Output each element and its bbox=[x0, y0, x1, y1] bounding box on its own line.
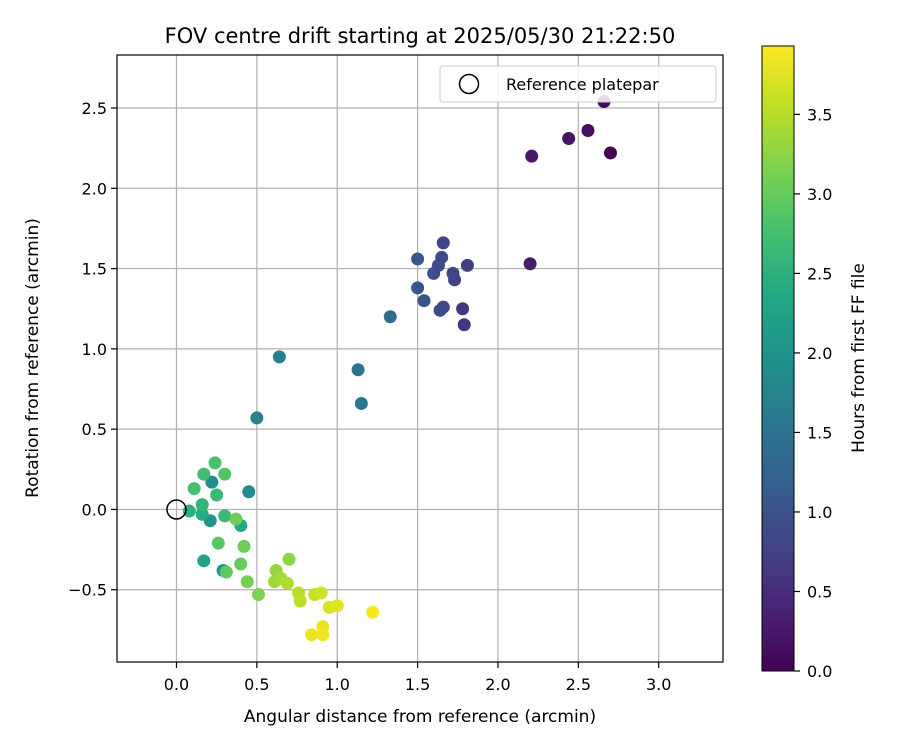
scatter-point bbox=[218, 509, 232, 523]
scatter-point bbox=[240, 575, 254, 589]
grid-lines bbox=[117, 55, 723, 662]
scatter-point bbox=[229, 512, 243, 526]
scatter-point bbox=[351, 363, 365, 377]
y-tick-label: 2.5 bbox=[82, 99, 107, 118]
scatter-point bbox=[433, 303, 447, 317]
scatter-point bbox=[562, 132, 576, 146]
scatter-point bbox=[205, 475, 219, 489]
scatter-point bbox=[304, 628, 318, 642]
scatter-point bbox=[457, 318, 471, 332]
colorbar-tick-label: 1.5 bbox=[807, 423, 832, 442]
colorbar-tick-label: 3.5 bbox=[807, 105, 832, 124]
scatter-point bbox=[251, 588, 265, 602]
x-tick-label: 2.5 bbox=[566, 675, 591, 694]
scatter-point bbox=[218, 467, 232, 481]
scatter-point bbox=[523, 257, 537, 271]
y-tick-label: 1.0 bbox=[82, 340, 107, 359]
scatter-point bbox=[195, 498, 209, 512]
data-points bbox=[182, 95, 617, 642]
scatter-point bbox=[293, 594, 307, 608]
colorbar-tick-label: 1.0 bbox=[807, 503, 832, 522]
scatter-point bbox=[282, 552, 296, 566]
scatter-point bbox=[197, 467, 211, 481]
scatter-point bbox=[383, 310, 397, 324]
scatter-point bbox=[417, 294, 431, 308]
scatter-point bbox=[366, 605, 380, 619]
legend: Reference platepar bbox=[439, 65, 717, 103]
reference-marker-group bbox=[166, 499, 187, 520]
scatter-point bbox=[197, 554, 211, 568]
scatter-point bbox=[603, 146, 617, 160]
scatter-point bbox=[316, 628, 330, 642]
scatter-point bbox=[187, 482, 201, 496]
colorbar: 0.0 0.5 1.0 1.5 2.0 2.5 3.0 3.5 Hours from firs… bbox=[761, 45, 869, 681]
reference-platepar-marker bbox=[166, 499, 187, 520]
scatter-point bbox=[354, 396, 368, 410]
legend-marker bbox=[458, 73, 480, 95]
x-tick-label: 0.5 bbox=[244, 675, 269, 694]
scatter-point bbox=[237, 539, 251, 553]
scatter-point bbox=[427, 266, 441, 280]
x-axis-label: Angular distance from reference (arcmin) bbox=[244, 707, 596, 727]
scatter-point bbox=[436, 236, 450, 250]
scatter-point bbox=[234, 557, 248, 571]
scatter-point bbox=[411, 252, 425, 266]
scatter-point bbox=[525, 149, 539, 163]
scatter-point bbox=[195, 507, 209, 521]
x-tick-label: 0.0 bbox=[164, 675, 189, 694]
x-axis-ticks: 0.0 0.5 1.0 1.5 2.0 2.5 3.0 bbox=[164, 662, 671, 694]
x-tick-label: 2.0 bbox=[485, 675, 510, 694]
x-tick-label: 1.0 bbox=[324, 675, 349, 694]
scatter-point bbox=[446, 266, 460, 280]
colorbar-gradient bbox=[761, 45, 795, 672]
scatter-point bbox=[219, 565, 233, 579]
scatter-point bbox=[411, 281, 425, 295]
colorbar-ticks: 0.0 0.5 1.0 1.5 2.0 2.5 3.0 3.5 bbox=[794, 105, 832, 681]
scatter-point bbox=[211, 536, 225, 550]
scatter-point bbox=[330, 599, 344, 613]
y-axis-ticks: −0.5 0.0 0.5 1.0 1.5 2.0 2.5 bbox=[68, 99, 117, 600]
scatter-point bbox=[280, 576, 294, 590]
x-tick-label: 3.0 bbox=[646, 675, 671, 694]
colorbar-tick-label: 2.5 bbox=[807, 264, 832, 283]
colorbar-label: Hours from first FF file bbox=[849, 263, 869, 453]
scatter-point bbox=[460, 258, 474, 272]
legend-label: Reference platepar bbox=[506, 75, 659, 94]
scatter-point bbox=[314, 586, 328, 600]
scatter-point bbox=[210, 488, 224, 502]
y-tick-label: −0.5 bbox=[68, 581, 107, 600]
scatter-point bbox=[208, 456, 222, 470]
y-tick-label: 0.5 bbox=[82, 420, 107, 439]
scatter-point bbox=[272, 350, 286, 364]
legend-box bbox=[439, 65, 717, 103]
scatter-point bbox=[250, 411, 264, 425]
scatter-point bbox=[456, 302, 470, 316]
plot-frame bbox=[116, 54, 724, 663]
y-tick-label: 2.0 bbox=[82, 179, 107, 198]
colorbar-tick-label: 0.0 bbox=[807, 662, 832, 681]
colorbar-tick-label: 3.0 bbox=[807, 185, 832, 204]
scatter-point bbox=[581, 123, 595, 137]
x-tick-label: 1.5 bbox=[405, 675, 430, 694]
scatter-point bbox=[242, 485, 256, 499]
y-tick-label: 1.5 bbox=[82, 260, 107, 279]
y-axis-label: Rotation from reference (arcmin) bbox=[23, 218, 43, 498]
colorbar-tick-label: 2.0 bbox=[807, 344, 832, 363]
y-tick-label: 0.0 bbox=[82, 500, 107, 519]
colorbar-tick-label: 0.5 bbox=[807, 582, 832, 601]
chart-title: FOV centre drift starting at 2025/05/30 … bbox=[165, 24, 676, 48]
